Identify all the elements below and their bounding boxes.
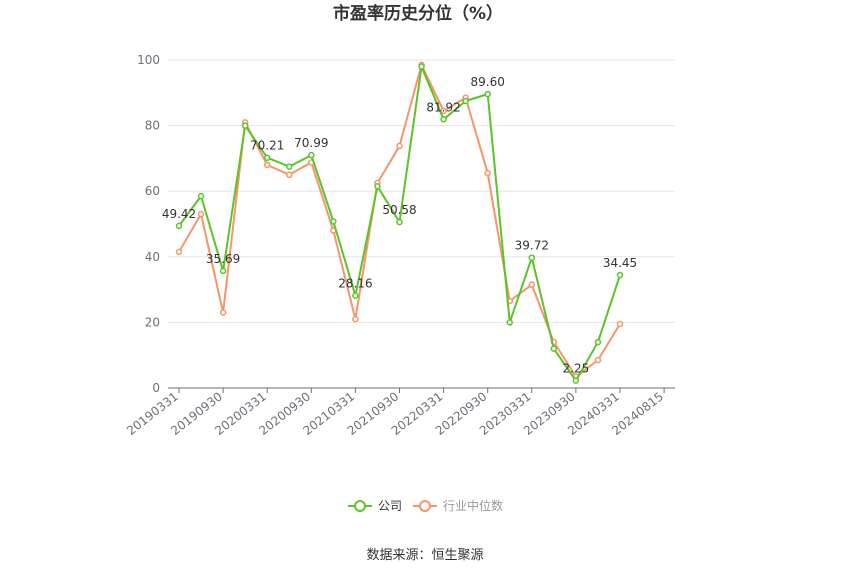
y-tick-label: 20	[145, 315, 160, 329]
data-point[interactable]	[484, 90, 491, 98]
x-axis: 2019033120190930202003312020093020210331…	[124, 387, 675, 438]
y-axis: 0 20 40 60 80 100	[137, 53, 160, 395]
data-label: 81.92	[426, 100, 460, 114]
legend-item-company[interactable]: 公司	[348, 499, 402, 513]
data-point[interactable]	[462, 97, 469, 105]
legend-marker-company	[354, 500, 366, 512]
data-point[interactable]	[308, 151, 315, 159]
data-point[interactable]	[440, 116, 447, 123]
y-tick-label: 80	[145, 119, 160, 133]
data-label: 70.21	[250, 139, 284, 153]
legend-item-industry[interactable]: 行业中位数	[413, 498, 503, 513]
data-point[interactable]	[175, 248, 183, 256]
data-point[interactable]	[286, 163, 293, 170]
data-point[interactable]	[594, 338, 602, 346]
data-point[interactable]	[572, 377, 580, 384]
data-point[interactable]	[418, 63, 425, 70]
data-point[interactable]	[352, 315, 359, 323]
data-source: 数据来源：恒生聚源	[366, 548, 483, 563]
legend-label-company: 公司	[378, 499, 402, 513]
legend-label-industry: 行业中位数	[443, 498, 503, 513]
data-point[interactable]	[197, 192, 205, 200]
data-point[interactable]	[219, 309, 227, 316]
data-label: 34.45	[603, 256, 637, 270]
data-point[interactable]	[286, 171, 293, 179]
legend-marker-industry	[419, 500, 431, 512]
data-point[interactable]	[550, 345, 558, 352]
data-label: 35.69	[206, 252, 240, 266]
data-label: 50.58	[382, 203, 416, 217]
data-point[interactable]	[396, 142, 403, 150]
data-point[interactable]	[616, 320, 624, 328]
data-point[interactable]	[263, 154, 271, 161]
data-point[interactable]	[396, 218, 403, 226]
y-tick-label: 0	[152, 381, 160, 395]
y-tick-label: 100	[137, 53, 160, 67]
data-point[interactable]	[263, 161, 271, 169]
data-label: 49.42	[162, 207, 196, 221]
y-tick-label: 40	[145, 250, 160, 264]
data-point[interactable]	[374, 183, 381, 190]
data-point[interactable]	[616, 271, 624, 279]
data-point[interactable]	[594, 356, 602, 364]
grid-lines	[168, 59, 675, 323]
chart-title: 市盈率历史分位（%）	[333, 3, 503, 24]
data-labels: 49.42 35.69 70.21 70.99 28.16 50.58 81.92 89.60…	[162, 75, 637, 376]
data-label: 39.72	[515, 239, 549, 253]
series-group	[175, 61, 624, 384]
data-point[interactable]	[528, 254, 536, 261]
data-point[interactable]	[484, 169, 491, 177]
data-point[interactable]	[219, 267, 227, 275]
legend[interactable]: 公司 行业中位数	[348, 498, 503, 513]
data-point[interactable]	[330, 218, 337, 225]
data-point[interactable]	[175, 222, 183, 230]
data-point[interactable]	[352, 292, 359, 299]
y-tick-label: 60	[145, 184, 160, 198]
data-label: 28.16	[338, 277, 372, 291]
data-label: 2.25	[563, 362, 590, 376]
data-point[interactable]	[241, 122, 249, 129]
data-label: 89.60	[471, 75, 505, 89]
data-point[interactable]	[528, 281, 536, 288]
data-point[interactable]	[506, 319, 513, 326]
data-label: 70.99	[294, 136, 328, 150]
data-point[interactable]	[197, 210, 205, 218]
